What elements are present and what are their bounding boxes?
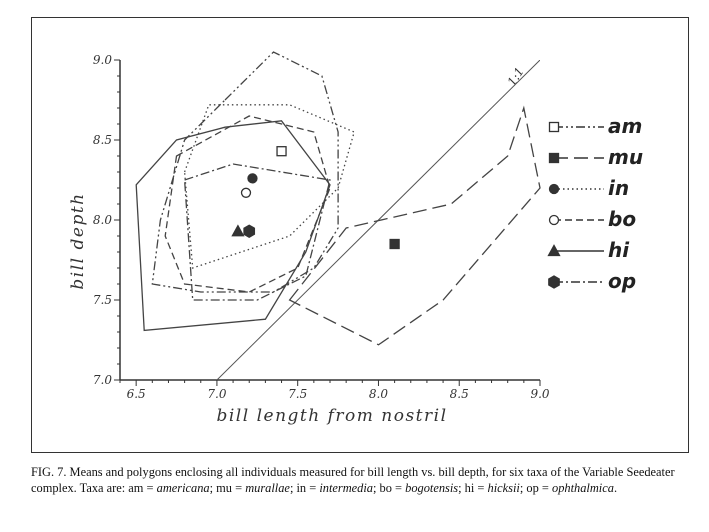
axes: 6.5 7.0 7.5 8.0 8.5 9.07.07.58.08.59.01:1 <box>93 53 550 401</box>
polygon-bo <box>164 115 331 293</box>
mean-marker-am <box>276 146 287 157</box>
caption-text-suffix: . <box>613 480 618 495</box>
legend-label-in: in <box>608 176 629 200</box>
legend-label-mu: mu <box>608 145 643 169</box>
legend: am mu in bo hi op <box>547 114 643 293</box>
caption-taxon-in: intermedia <box>319 480 373 495</box>
legend-item-mu: mu <box>548 145 643 169</box>
caption-text-sep: ; in = <box>289 480 320 495</box>
mean-marker-op <box>243 224 256 238</box>
x-tick-label: 7.5 <box>288 387 307 401</box>
legend-label-bo: bo <box>608 207 636 231</box>
caption-taxon-mu: murallae <box>245 480 290 495</box>
legend-item-op: op <box>548 269 636 293</box>
y-tick-label: 7.0 <box>93 373 112 387</box>
caption-text-prefix: FIG. 7. Means and polygons enclosing all… <box>31 465 675 495</box>
caption-text-sep: ; bo = <box>373 480 406 495</box>
legend-marker-mu <box>548 152 560 164</box>
mean-marker-mu <box>389 238 400 250</box>
y-tick-label: 7.5 <box>93 293 112 307</box>
y-tick-label: 9.0 <box>93 53 112 67</box>
legend-item-hi: hi <box>547 238 630 262</box>
reference-line-group <box>216 60 540 380</box>
legend-label-op: op <box>608 269 636 293</box>
caption-text-sep: ; mu = <box>209 480 246 495</box>
x-tick-label: 8.5 <box>450 387 469 401</box>
polygons-group <box>135 51 541 346</box>
y-tick-label: 8.5 <box>93 133 112 147</box>
legend-item-bo: bo <box>548 207 636 231</box>
legend-marker-am <box>548 121 560 133</box>
figure-caption: FIG. 7. Means and polygons enclosing all… <box>31 465 693 496</box>
x-tick-label: 8.0 <box>369 387 388 401</box>
legend-item-am: am <box>548 114 642 138</box>
x-tick-label: 7.0 <box>207 387 226 401</box>
caption-text-sep: ; hi = <box>458 480 488 495</box>
legend-marker-in <box>548 183 560 195</box>
legend-marker-bo <box>548 214 560 226</box>
caption-text-sep: ; op = <box>519 480 552 495</box>
means-group <box>231 146 400 250</box>
chart-plot: 6.5 7.0 7.5 8.0 8.5 9.07.07.58.08.59.01:1 amm… <box>68 51 643 426</box>
x-tick-label: 6.5 <box>127 387 146 401</box>
caption-taxon-op: ophthalmica <box>552 480 614 495</box>
polygon-op <box>183 163 331 301</box>
y-tick-label: 8.0 <box>93 213 112 227</box>
caption-taxon-hi: hicksii <box>487 480 520 495</box>
reference-line-1-1 <box>216 60 540 380</box>
legend-item-in: in <box>548 176 629 200</box>
legend-marker-op <box>548 275 560 289</box>
x-axis-title: bill length from nostril <box>216 406 447 426</box>
mean-marker-hi <box>231 224 245 237</box>
polygon-mu <box>288 105 541 346</box>
legend-label-am: am <box>608 114 642 138</box>
mean-marker-in <box>247 173 258 184</box>
caption-taxon-am: americana <box>156 480 210 495</box>
mean-marker-bo <box>240 187 252 198</box>
y-axis-title: bill depth <box>68 192 88 289</box>
legend-marker-hi <box>547 244 561 257</box>
figure-frame <box>31 17 689 453</box>
polygon-am <box>151 51 339 293</box>
caption-taxon-bo: bogotensis <box>405 480 459 495</box>
x-tick-label: 9.0 <box>530 387 549 401</box>
legend-label-hi: hi <box>608 238 630 262</box>
polygon-hi <box>135 120 331 332</box>
